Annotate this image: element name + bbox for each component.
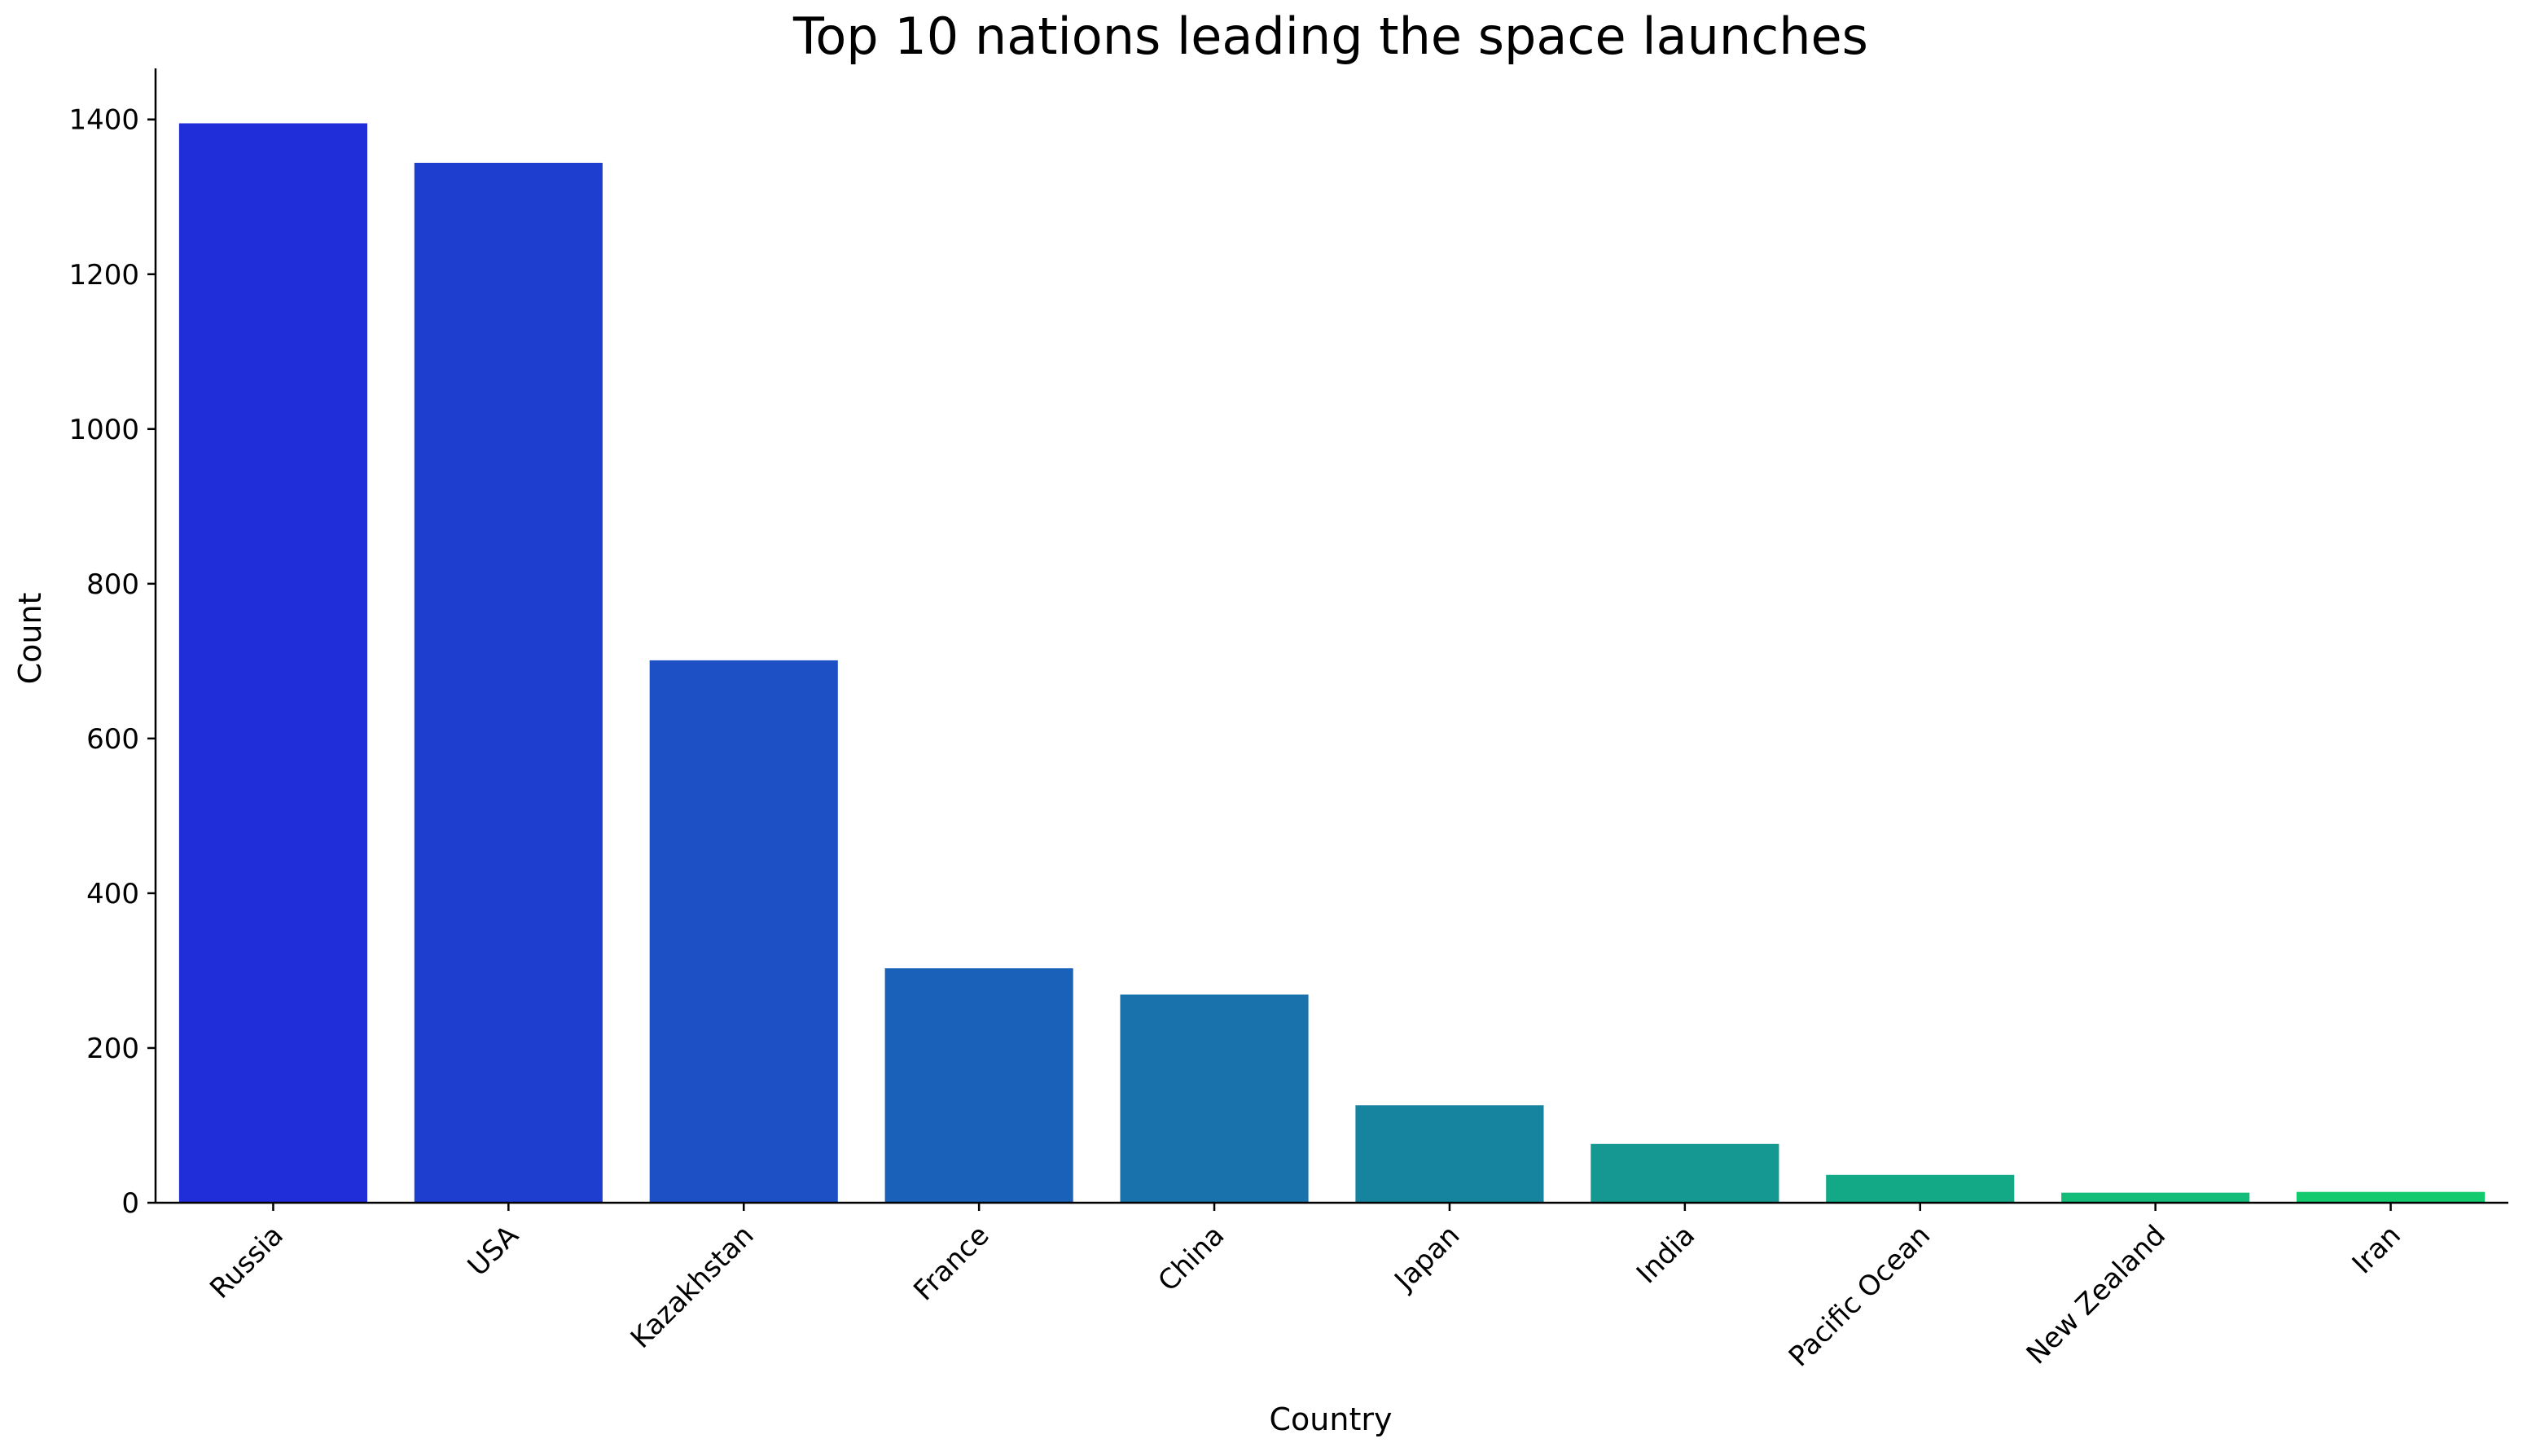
x-tick-label: Iran xyxy=(2346,1219,2407,1280)
y-tick-label: 1400 xyxy=(68,104,139,137)
bar-france xyxy=(884,968,1073,1203)
x-tick-label: India xyxy=(1630,1219,1701,1290)
bar-china xyxy=(1120,994,1309,1203)
bar-new-zealand xyxy=(2061,1192,2250,1203)
y-axis-label: Count xyxy=(12,593,48,685)
bar-india xyxy=(1591,1143,1779,1203)
bar-russia xyxy=(178,123,368,1204)
chart-title: Top 10 nations leading the space launche… xyxy=(792,7,1868,66)
y-tick-label: 600 xyxy=(86,723,139,756)
bar-iran xyxy=(2296,1191,2486,1203)
x-tick-label: USA xyxy=(462,1219,525,1283)
x-tick-label: Japan xyxy=(1388,1219,1467,1298)
x-tick-label: New Zealand xyxy=(2021,1219,2172,1370)
x-tick-label: France xyxy=(907,1219,995,1307)
y-axis-ticks: 0 200 400 600 800 1000 1200 1400 xyxy=(68,104,156,1220)
bar-kazakhstan xyxy=(649,660,838,1203)
bar-pacific-ocean xyxy=(1826,1174,2015,1203)
x-tick-label: Pacific Ocean xyxy=(1783,1219,1937,1373)
x-tick-label: Russia xyxy=(204,1219,290,1305)
y-tick-label: 800 xyxy=(86,568,139,601)
y-tick-label: 400 xyxy=(86,878,139,910)
bar-japan xyxy=(1355,1105,1544,1203)
y-tick-label: 0 xyxy=(121,1187,139,1220)
y-tick-label: 200 xyxy=(86,1033,139,1065)
y-tick-label: 1000 xyxy=(68,414,139,446)
x-tick-label: Kazakhstan xyxy=(625,1219,761,1355)
bar-usa xyxy=(414,162,603,1204)
x-tick-label: China xyxy=(1152,1219,1231,1298)
x-axis-ticks: Russia USA Kazakhstan France China Japan India… xyxy=(204,1203,2407,1373)
x-axis-label: Country xyxy=(1270,1401,1393,1437)
bars-group xyxy=(178,123,2486,1204)
y-tick-label: 1200 xyxy=(68,259,139,292)
